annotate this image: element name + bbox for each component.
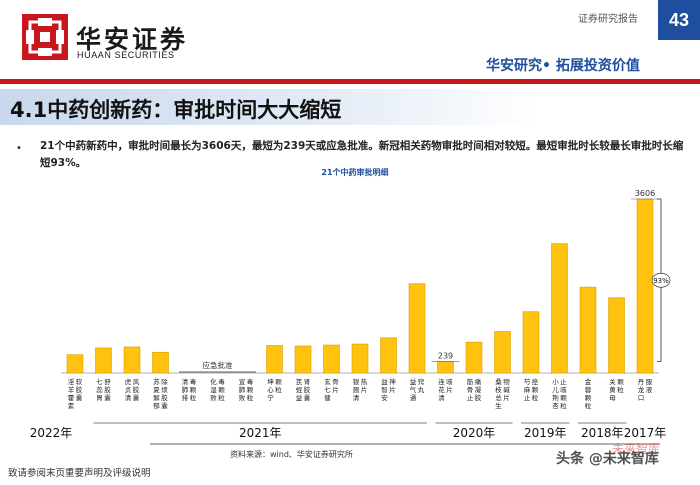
category-label: 连花清咳片: [438, 377, 453, 402]
category-label: 虎贞清风胶囊: [125, 377, 140, 402]
category-label: 金蓉颗粒: [585, 377, 592, 410]
category-label: 宣肺败毒颗粒: [239, 377, 254, 402]
bar: [494, 331, 511, 374]
logo-english: HUAAN SECURITIES: [77, 50, 175, 60]
header-divider: [0, 79, 700, 83]
bar: [522, 311, 540, 374]
huaan-logo-icon: [22, 14, 68, 60]
year-group-label: 2018年: [581, 426, 624, 440]
bar: [551, 243, 568, 374]
bar: [266, 345, 283, 374]
bar: [152, 351, 169, 374]
category-label: 化湿败毒颗粒: [210, 377, 225, 402]
category-label: 益智安神片: [381, 377, 396, 402]
category-label: 淫羊藿素软胶囊: [68, 377, 83, 410]
category-label: 七蕊胃舒胶囊: [96, 377, 111, 402]
emergency-label: 应急批准: [203, 360, 233, 370]
watermark: 头条 @未来智库: [556, 451, 659, 467]
data-label: 3606: [635, 189, 655, 198]
bar: [123, 346, 141, 374]
section-title: 4.1中药创新药：审批时间大大缩短: [10, 98, 342, 122]
category-label: 芍麻止痉颗粒: [524, 377, 539, 402]
bullet-text: 21个中药新药中，审批时间最长为3606天，最短为239天或应急批准。新冠相关药…: [40, 140, 684, 169]
category-label: 玄七健骨片: [324, 377, 339, 402]
reduction-label: 93%: [653, 277, 669, 285]
bar: [351, 343, 369, 374]
bar: [380, 337, 397, 374]
category-label: 苏夏解郁除烦胶囊: [153, 377, 168, 410]
category-label: 银翘清热片: [353, 377, 368, 402]
bar: [579, 286, 597, 374]
bar: [66, 354, 84, 374]
bullet-icon: •: [16, 143, 22, 154]
title-band: [0, 89, 540, 125]
category-label: 小儿荆杏止咳颗粒: [552, 377, 567, 410]
data-label: 239: [438, 351, 453, 360]
bar: [437, 361, 454, 374]
chart-title: 21个中药审批明细: [321, 167, 388, 177]
bar: [323, 344, 340, 374]
category-label: 清肺排毒颗粒: [182, 377, 197, 402]
category-label: 关黄母颗粒: [609, 377, 624, 402]
chart-source: 资料来源：wind、华安证券研究所: [230, 449, 353, 459]
reduction-badge: [651, 272, 671, 288]
category-label: 益气通窍丸: [410, 377, 425, 402]
bar: [294, 345, 312, 374]
bar: [636, 198, 654, 374]
year-group-label: 2021年: [239, 426, 282, 440]
disclaimer-footnote: 致请参阅末页重要声明及评级说明: [8, 468, 151, 479]
slogan: 华安研究• 拓展投资价值: [486, 58, 640, 74]
category-label: 芪蛭益肾胶囊: [296, 377, 311, 402]
category-label: 筋骨止痛凝胶: [467, 377, 482, 402]
page-number: 43: [658, 0, 700, 40]
category-label: 桑枝总生物碱片: [495, 377, 510, 410]
report-type-label: 证券研究报告: [578, 14, 638, 25]
year-group-label: 2017年: [624, 426, 667, 440]
year-group-label: 2019年: [524, 426, 567, 440]
bar: [95, 347, 112, 374]
header-divider-thin: [0, 83, 700, 84]
bar: [408, 283, 426, 374]
bar: [465, 341, 483, 374]
year-group-label: 2022年: [30, 426, 73, 440]
bar: [608, 297, 625, 374]
category-label: 坤心宁颗粒: [267, 377, 282, 402]
watermark-secondary: 未来智库: [612, 442, 661, 456]
logo-chinese: 华安证券: [76, 25, 189, 54]
category-label: 丹龙口服液: [638, 378, 653, 402]
year-group-label: 2020年: [453, 426, 496, 440]
